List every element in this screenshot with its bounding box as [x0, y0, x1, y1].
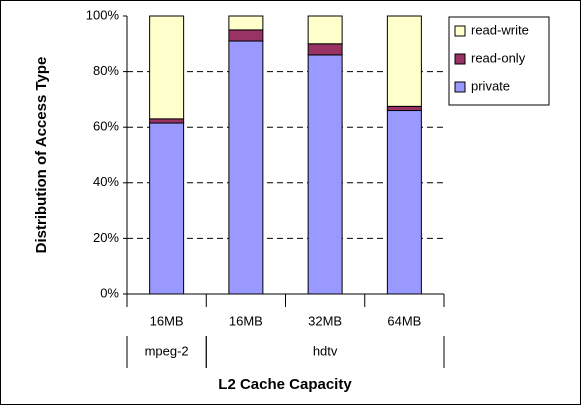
x-tick-label: 64MB	[387, 313, 421, 328]
legend-label: read-only	[471, 50, 526, 65]
y-axis-label: Distribution of Access Type	[33, 57, 50, 254]
legend-box	[448, 16, 550, 106]
bar-segment	[149, 118, 185, 124]
legend-swatch	[454, 53, 466, 65]
y-tick-label: 80%	[93, 63, 119, 78]
bar-segment	[386, 110, 422, 295]
group-label: hdtv	[313, 343, 338, 358]
legend-swatch	[454, 81, 466, 93]
y-tick-label: 100%	[86, 7, 120, 22]
y-tick-label: 60%	[93, 119, 119, 134]
y-tick-label: 40%	[93, 174, 119, 189]
x-tick-label: 16MB	[229, 313, 263, 328]
bar-segment	[228, 29, 264, 42]
bar-segment	[228, 40, 264, 295]
legend-label: private	[471, 78, 510, 93]
bar-segment	[307, 54, 343, 295]
bar-segment	[386, 105, 422, 112]
bar-segment	[149, 122, 185, 295]
x-axis-label: L2 Cache Capacity	[218, 376, 352, 393]
bar-segment	[307, 43, 343, 56]
group-label: mpeg-2	[145, 343, 189, 358]
x-tick-label: 16MB	[150, 313, 184, 328]
legend-label: read-write	[471, 22, 529, 37]
y-tick-label: 0%	[100, 285, 119, 300]
legend-swatch	[454, 25, 466, 37]
y-tick-label: 20%	[93, 230, 119, 245]
bar-segment	[386, 15, 422, 107]
bar-segment	[228, 15, 264, 31]
bar-segment	[307, 15, 343, 45]
bar-segment	[149, 15, 185, 120]
x-tick-label: 32MB	[308, 313, 342, 328]
